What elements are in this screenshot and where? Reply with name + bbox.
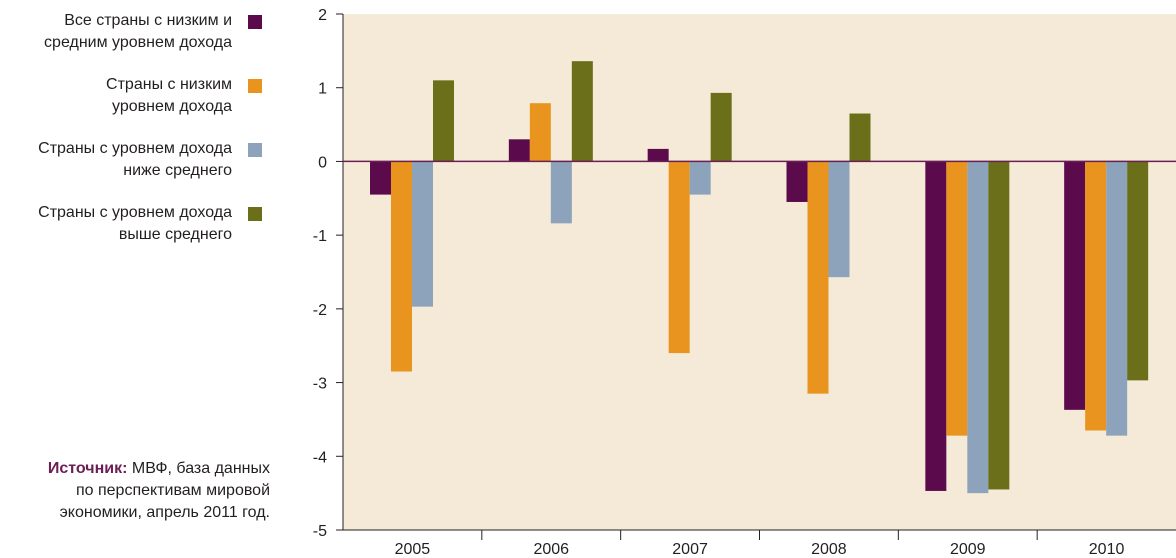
source-prefix: Источник:	[47, 460, 128, 477]
legend-label: Страны с низким уровнем дохода	[106, 76, 232, 115]
x-tick-label: 2008	[811, 541, 847, 558]
bar	[433, 80, 454, 162]
legend-item: Страны с низким уровнем дохода	[0, 74, 262, 124]
bar	[529, 103, 551, 162]
y-tick-label: -1	[313, 228, 327, 245]
y-tick-label: -4	[313, 449, 327, 466]
legend-swatch	[248, 207, 262, 221]
bar	[946, 161, 968, 436]
y-tick-label: -2	[313, 302, 327, 319]
bar	[849, 113, 871, 162]
bar	[550, 161, 572, 224]
y-tick-label: 2	[318, 7, 327, 24]
plot-area	[343, 14, 1176, 530]
bar	[391, 161, 412, 372]
bar	[571, 61, 593, 162]
bar	[689, 161, 711, 195]
legend-item: Страны с уровнем дохода ниже среднего	[0, 138, 262, 188]
bar	[647, 148, 669, 162]
legend-swatch	[248, 15, 262, 29]
bar	[370, 161, 391, 195]
y-tick-label: 0	[318, 154, 327, 171]
y-tick-label: -3	[313, 376, 327, 393]
legend-label: Страны с уровнем дохода ниже среднего	[38, 140, 232, 179]
bar	[1106, 161, 1128, 436]
source-text: МВФ, база данных по перспективам мировой…	[59, 460, 270, 521]
bar	[786, 161, 808, 202]
bar	[508, 139, 530, 162]
x-tick-label: 2006	[533, 541, 569, 558]
bar	[828, 161, 850, 278]
y-tick-label: 1	[318, 81, 327, 98]
legend-item: Страны с уровнем дохода выше среднего	[0, 202, 262, 252]
y-tick-label: -5	[313, 523, 327, 540]
source-note: Источник: МВФ, база данных по перспектив…	[0, 458, 270, 524]
x-tick-label: 2007	[672, 541, 708, 558]
bar	[1085, 161, 1107, 431]
legend-item: Все страны с низким и средним уровнем до…	[0, 10, 262, 60]
bar	[988, 161, 1010, 490]
legend-label: Страны с уровнем дохода выше среднего	[38, 204, 232, 243]
bar	[710, 92, 732, 162]
legend: Все страны с низким и средним уровнем до…	[0, 10, 262, 266]
x-tick-label: 2009	[950, 541, 986, 558]
x-tick-label: 2010	[1089, 541, 1125, 558]
legend-swatch	[248, 143, 262, 157]
bar	[668, 161, 690, 354]
bar	[1064, 161, 1086, 410]
bar	[1127, 161, 1149, 381]
bar	[807, 161, 829, 394]
bar	[925, 161, 947, 491]
legend-swatch	[248, 79, 262, 93]
bar	[967, 161, 989, 494]
bar	[412, 161, 433, 307]
x-tick-label: 2005	[395, 541, 431, 558]
legend-label: Все страны с низким и средним уровнем до…	[44, 12, 232, 51]
